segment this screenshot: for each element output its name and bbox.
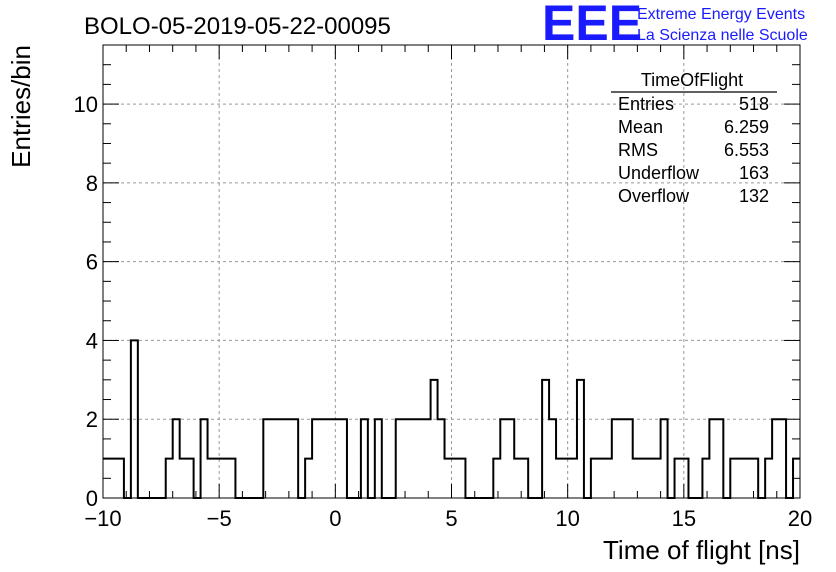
plot-frame: [102, 44, 801, 499]
x-tick-label: 20: [788, 506, 812, 531]
x-tick-label: −10: [84, 506, 121, 531]
stats-row-label: Underflow: [618, 163, 700, 183]
stats-row-label: Mean: [618, 117, 663, 137]
stats-row-label: RMS: [618, 140, 658, 160]
stats-row: Entries 518: [618, 94, 769, 114]
stats-row-value: 518: [739, 94, 769, 114]
y-tick-label: 2: [86, 407, 98, 432]
y-tick-label: 8: [86, 171, 98, 196]
y-tick-label: 0: [86, 486, 98, 511]
y-tick-label: 4: [86, 328, 98, 353]
x-tick-label: 10: [555, 506, 579, 531]
chart-title: BOLO-05-2019-05-22-00095: [84, 13, 391, 40]
tick-labels: −10 −5 0 5 10 15 20 0 2 4 6 8 10: [74, 92, 813, 531]
y-tick-label: 6: [86, 250, 98, 275]
stats-row: Overflow 132: [618, 186, 769, 206]
eee-logo: EEE Extreme Energy Events La Scienza nel…: [542, 0, 808, 51]
stats-box-name: TimeOfFlight: [641, 70, 743, 90]
logo-line2: La Scienza nelle Scuole: [637, 27, 808, 44]
logo-mark: EEE: [542, 0, 642, 51]
x-tick-label: −5: [207, 506, 232, 531]
grid-lines: [103, 45, 800, 498]
stats-row-value: 132: [739, 186, 769, 206]
logo-line1: Extreme Energy Events: [637, 6, 805, 23]
x-tick-label: 0: [329, 506, 341, 531]
y-axis-title: Entries/bin: [6, 45, 36, 168]
stats-row: RMS 6.553: [618, 140, 769, 160]
stats-row: Mean 6.259: [618, 117, 769, 137]
stats-row-value: 163: [739, 163, 769, 183]
x-tick-label: 15: [672, 506, 696, 531]
stats-row-label: Overflow: [618, 186, 690, 206]
y-tick-label: 10: [74, 92, 98, 117]
stats-row-label: Entries: [618, 94, 674, 114]
x-axis-title: Time of flight [ns]: [603, 535, 800, 565]
stats-row-value: 6.259: [724, 117, 769, 137]
x-tick-label: 5: [445, 506, 457, 531]
stats-row: Underflow 163: [618, 163, 769, 183]
stats-row-value: 6.553: [724, 140, 769, 160]
stats-box: TimeOfFlight Entries 518 Mean 6.259 RMS …: [611, 70, 777, 206]
